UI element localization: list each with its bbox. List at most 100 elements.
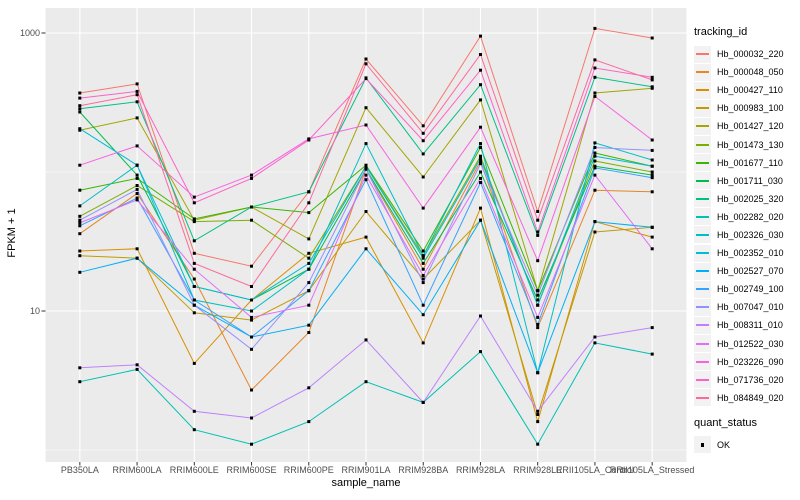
data-point: [650, 190, 654, 194]
data-point: [78, 127, 82, 131]
data-point: [78, 249, 82, 253]
data-point: [364, 164, 368, 168]
data-point: [250, 442, 253, 446]
legend-item: Hb_002326_030: [694, 226, 800, 244]
data-point: [307, 256, 311, 260]
data-point: [250, 205, 253, 209]
data-point: [593, 341, 597, 345]
data-point: [135, 176, 139, 180]
legend-item: Hb_002527_070: [694, 262, 800, 280]
data-point: [421, 313, 425, 317]
data-point: [135, 187, 139, 191]
data-point: [479, 159, 482, 163]
data-point: [536, 442, 540, 446]
legend-key-swatch: [694, 99, 711, 117]
data-point: [479, 350, 482, 354]
data-point: [307, 267, 311, 271]
legend-key-line: [696, 215, 709, 218]
legend-key-line: [696, 342, 709, 345]
data-point: [250, 347, 253, 351]
data-point: [250, 309, 253, 313]
legend-key-swatch: [694, 117, 711, 135]
legend-item-label: Hb_002527_070: [717, 266, 784, 277]
legend-key-line: [696, 161, 709, 164]
legend-item-label: Hb_001711_030: [717, 175, 783, 186]
legend-key-line: [696, 89, 709, 92]
data-point: [479, 176, 482, 180]
data-point: [650, 148, 654, 152]
legend-item-label: Hb_000427_110: [717, 85, 783, 96]
data-point: [650, 176, 654, 180]
x-tick-label: RRIM600LA: [112, 465, 162, 475]
data-point: [135, 163, 139, 167]
data-point: [307, 237, 311, 241]
legend-key-line: [696, 233, 709, 236]
data-point: [78, 221, 82, 225]
legend-key-line: [696, 306, 709, 309]
data-point: [421, 274, 425, 277]
data-point: [307, 251, 311, 255]
legend-key-swatch: [694, 45, 711, 63]
data-point: [593, 188, 597, 192]
data-point: [78, 224, 82, 228]
data-point: [421, 281, 425, 285]
data-point: [421, 267, 425, 271]
data-point: [192, 201, 196, 205]
data-point: [650, 170, 654, 174]
data-point: [593, 94, 597, 98]
data-point: [135, 82, 139, 86]
data-point: [307, 261, 311, 265]
data-point: [593, 164, 597, 168]
data-point: [250, 176, 253, 180]
data-point: [650, 78, 654, 82]
data-point: [192, 261, 196, 265]
data-point: [192, 267, 196, 271]
data-point: [479, 157, 482, 160]
data-point: [479, 142, 482, 146]
data-point: [135, 363, 139, 367]
legend-item-label: Hb_000032_220: [717, 49, 784, 60]
data-point: [78, 254, 82, 258]
x-tick-label: RRIM928LE: [513, 465, 563, 475]
data-point: [135, 247, 139, 251]
legend-item-label: Hb_001677_110: [717, 157, 783, 168]
data-point: [593, 26, 597, 30]
data-point: [593, 335, 597, 339]
data-point: [536, 315, 540, 319]
data-point: [250, 318, 253, 322]
data-point: [135, 89, 139, 93]
data-point: [536, 210, 540, 213]
legend-key-swatch: [694, 244, 711, 262]
x-tick-label: RRII105LA_Stressed: [609, 465, 695, 475]
legend-item-label: Hb_002326_030: [717, 229, 784, 240]
legend-item-label: Hb_002352_010: [717, 248, 784, 259]
data-point: [78, 104, 82, 108]
legend-key-swatch: [694, 190, 711, 208]
data-point: [192, 239, 196, 243]
data-point: [479, 98, 482, 102]
data-point: [536, 259, 540, 263]
legend-key-line: [696, 360, 709, 363]
legend-key-line: [696, 270, 709, 273]
data-point: [364, 210, 368, 213]
data-point: [307, 323, 311, 327]
data-point: [364, 338, 368, 342]
x-tick-label: RRIM600PE: [283, 465, 334, 475]
legend-item-label: Hb_001473_130: [717, 139, 784, 150]
legend-item-label: Hb_002282_020: [717, 211, 784, 222]
data-point: [650, 225, 654, 229]
data-point: [421, 303, 425, 307]
legend-item-label: Hb_084849_020: [717, 392, 784, 403]
data-point: [78, 204, 82, 208]
data-point: [192, 361, 196, 365]
legend-key-line: [696, 396, 709, 399]
legend-key-swatch: [694, 172, 711, 190]
data-point: [250, 173, 253, 177]
data-point: [479, 154, 482, 158]
data-point: [192, 428, 196, 432]
data-point: [421, 249, 425, 253]
legend-key-swatch: [694, 371, 711, 389]
legend-key-swatch: [694, 81, 711, 99]
data-point: [78, 218, 82, 222]
legend-key-line: [696, 71, 709, 74]
